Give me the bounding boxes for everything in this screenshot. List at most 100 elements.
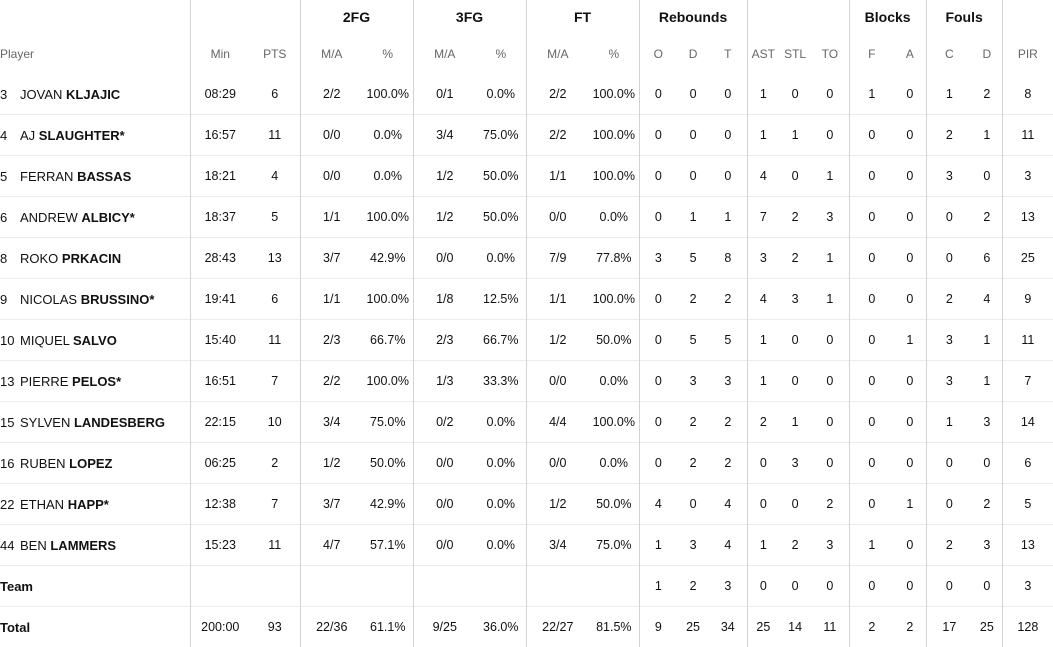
cell-reb-o: 0 bbox=[639, 74, 677, 115]
cell-ft-pct: 0.0% bbox=[589, 443, 639, 484]
cell-reb-d: 2 bbox=[677, 566, 709, 607]
cell-reb-t: 2 bbox=[709, 279, 747, 320]
table-row: 22Ethan Happ*12:3873/742.9%0/00.0%1/250.… bbox=[0, 484, 1053, 525]
cell-3fg-pct: 33.3% bbox=[476, 361, 526, 402]
table-row: 9Nicolas Brussino*19:4161/1100.0%1/812.5… bbox=[0, 279, 1053, 320]
cell-ft-ma: 0/0 bbox=[526, 197, 589, 238]
player-name-cell: 6Andrew Albicy* bbox=[0, 197, 190, 238]
cell-reb-o: 0 bbox=[639, 156, 677, 197]
cell-pts: 13 bbox=[250, 238, 300, 279]
col-header-reb-t: T bbox=[709, 34, 747, 74]
cell-2fg-pct: 0.0% bbox=[363, 115, 413, 156]
cell-blk-a: 0 bbox=[894, 279, 926, 320]
cell-blk-a: 0 bbox=[894, 156, 926, 197]
cell-min: 22:15 bbox=[190, 402, 250, 443]
cell-stl: 1 bbox=[779, 402, 811, 443]
cell-ft-ma: 22/27 bbox=[526, 607, 589, 647]
cell-blk-f: 0 bbox=[849, 566, 894, 607]
cell-fouls-d: 3 bbox=[972, 402, 1002, 443]
cell-fouls-d: 4 bbox=[972, 279, 1002, 320]
cell-to: 2 bbox=[811, 484, 849, 525]
player-first-name: Pierre bbox=[20, 374, 68, 389]
cell-min: 200:00 bbox=[190, 607, 250, 647]
cell-3fg-pct: 0.0% bbox=[476, 402, 526, 443]
cell-2fg-ma: 0/0 bbox=[300, 156, 363, 197]
cell-blk-a: 0 bbox=[894, 443, 926, 484]
player-first-name: Ferran bbox=[20, 169, 73, 184]
cell-fouls-d: 1 bbox=[972, 115, 1002, 156]
cell-pir: 14 bbox=[1002, 402, 1053, 443]
cell-min: 16:57 bbox=[190, 115, 250, 156]
col-header-min: Min bbox=[190, 34, 250, 74]
cell-pir: 8 bbox=[1002, 74, 1053, 115]
cell-min: 16:51 bbox=[190, 361, 250, 402]
cell-blk-f: 0 bbox=[849, 197, 894, 238]
cell-2fg-pct: 57.1% bbox=[363, 525, 413, 566]
cell-reb-d: 1 bbox=[677, 197, 709, 238]
cell-pts: 7 bbox=[250, 361, 300, 402]
cell-3fg-pct: 0.0% bbox=[476, 525, 526, 566]
player-first-name: Andrew bbox=[20, 210, 78, 225]
player-name-cell: 13Pierre Pelos* bbox=[0, 361, 190, 402]
cell-reb-t: 8 bbox=[709, 238, 747, 279]
cell-reb-d: 5 bbox=[677, 238, 709, 279]
cell-blk-a: 0 bbox=[894, 74, 926, 115]
player-number: 5 bbox=[0, 169, 20, 184]
player-first-name: Ben bbox=[20, 538, 47, 553]
player-number: 10 bbox=[0, 333, 20, 348]
cell-pir: 128 bbox=[1002, 607, 1053, 647]
player-last-name: Lammers bbox=[50, 538, 116, 553]
col-header-3fg-ma: M/A bbox=[413, 34, 476, 74]
group-header-ft: FT bbox=[526, 0, 639, 34]
cell-reb-t: 34 bbox=[709, 607, 747, 647]
cell-2fg-ma: 1/1 bbox=[300, 279, 363, 320]
player-name-cell: 4AJ Slaughter* bbox=[0, 115, 190, 156]
cell-reb-t: 4 bbox=[709, 484, 747, 525]
cell-2fg-pct: 100.0% bbox=[363, 279, 413, 320]
cell-ft-ma: 3/4 bbox=[526, 525, 589, 566]
cell-min: 08:29 bbox=[190, 74, 250, 115]
cell-reb-d: 5 bbox=[677, 320, 709, 361]
cell-pir: 3 bbox=[1002, 566, 1053, 607]
cell-to: 0 bbox=[811, 320, 849, 361]
cell-reb-d: 3 bbox=[677, 525, 709, 566]
player-name-cell: 22Ethan Happ* bbox=[0, 484, 190, 525]
cell-min: 19:41 bbox=[190, 279, 250, 320]
col-header-ft-pct: % bbox=[589, 34, 639, 74]
cell-fouls-c: 0 bbox=[926, 484, 972, 525]
cell-reb-t: 0 bbox=[709, 156, 747, 197]
cell-fouls-d: 0 bbox=[972, 156, 1002, 197]
cell-2fg-pct: 66.7% bbox=[363, 320, 413, 361]
col-header-pts: PTS bbox=[250, 34, 300, 74]
cell-reb-t: 0 bbox=[709, 115, 747, 156]
player-last-name: Prkacin bbox=[62, 251, 121, 266]
cell-reb-t: 3 bbox=[709, 566, 747, 607]
cell-stl: 2 bbox=[779, 525, 811, 566]
cell-ast: 2 bbox=[747, 402, 779, 443]
cell-2fg-pct: 42.9% bbox=[363, 238, 413, 279]
cell-pir: 6 bbox=[1002, 443, 1053, 484]
cell-fouls-d: 6 bbox=[972, 238, 1002, 279]
cell-reb-t: 2 bbox=[709, 443, 747, 484]
player-number: 6 bbox=[0, 210, 20, 225]
column-header-row: Player Min PTS M/A % M/A % M/A % O D T A… bbox=[0, 34, 1053, 74]
player-number: 44 bbox=[0, 538, 20, 553]
cell-fouls-d: 3 bbox=[972, 525, 1002, 566]
cell-3fg-ma: 1/2 bbox=[413, 197, 476, 238]
team-label-cell: Team bbox=[0, 566, 190, 607]
player-rows: 3Jovan Kljajic08:2962/2100.0%0/10.0%2/21… bbox=[0, 74, 1053, 647]
cell-reb-d: 0 bbox=[677, 484, 709, 525]
table-row: 3Jovan Kljajic08:2962/2100.0%0/10.0%2/21… bbox=[0, 74, 1053, 115]
cell-ft-ma: 4/4 bbox=[526, 402, 589, 443]
cell-reb-t: 1 bbox=[709, 197, 747, 238]
player-last-name: Pelos* bbox=[72, 374, 121, 389]
cell-blk-f: 0 bbox=[849, 279, 894, 320]
cell-blk-a: 1 bbox=[894, 484, 926, 525]
cell-reb-t: 4 bbox=[709, 525, 747, 566]
cell-pir: 11 bbox=[1002, 320, 1053, 361]
cell-ast: 3 bbox=[747, 238, 779, 279]
cell-ast: 0 bbox=[747, 566, 779, 607]
col-header-2fg-pct: % bbox=[363, 34, 413, 74]
cell-fouls-d: 0 bbox=[972, 443, 1002, 484]
